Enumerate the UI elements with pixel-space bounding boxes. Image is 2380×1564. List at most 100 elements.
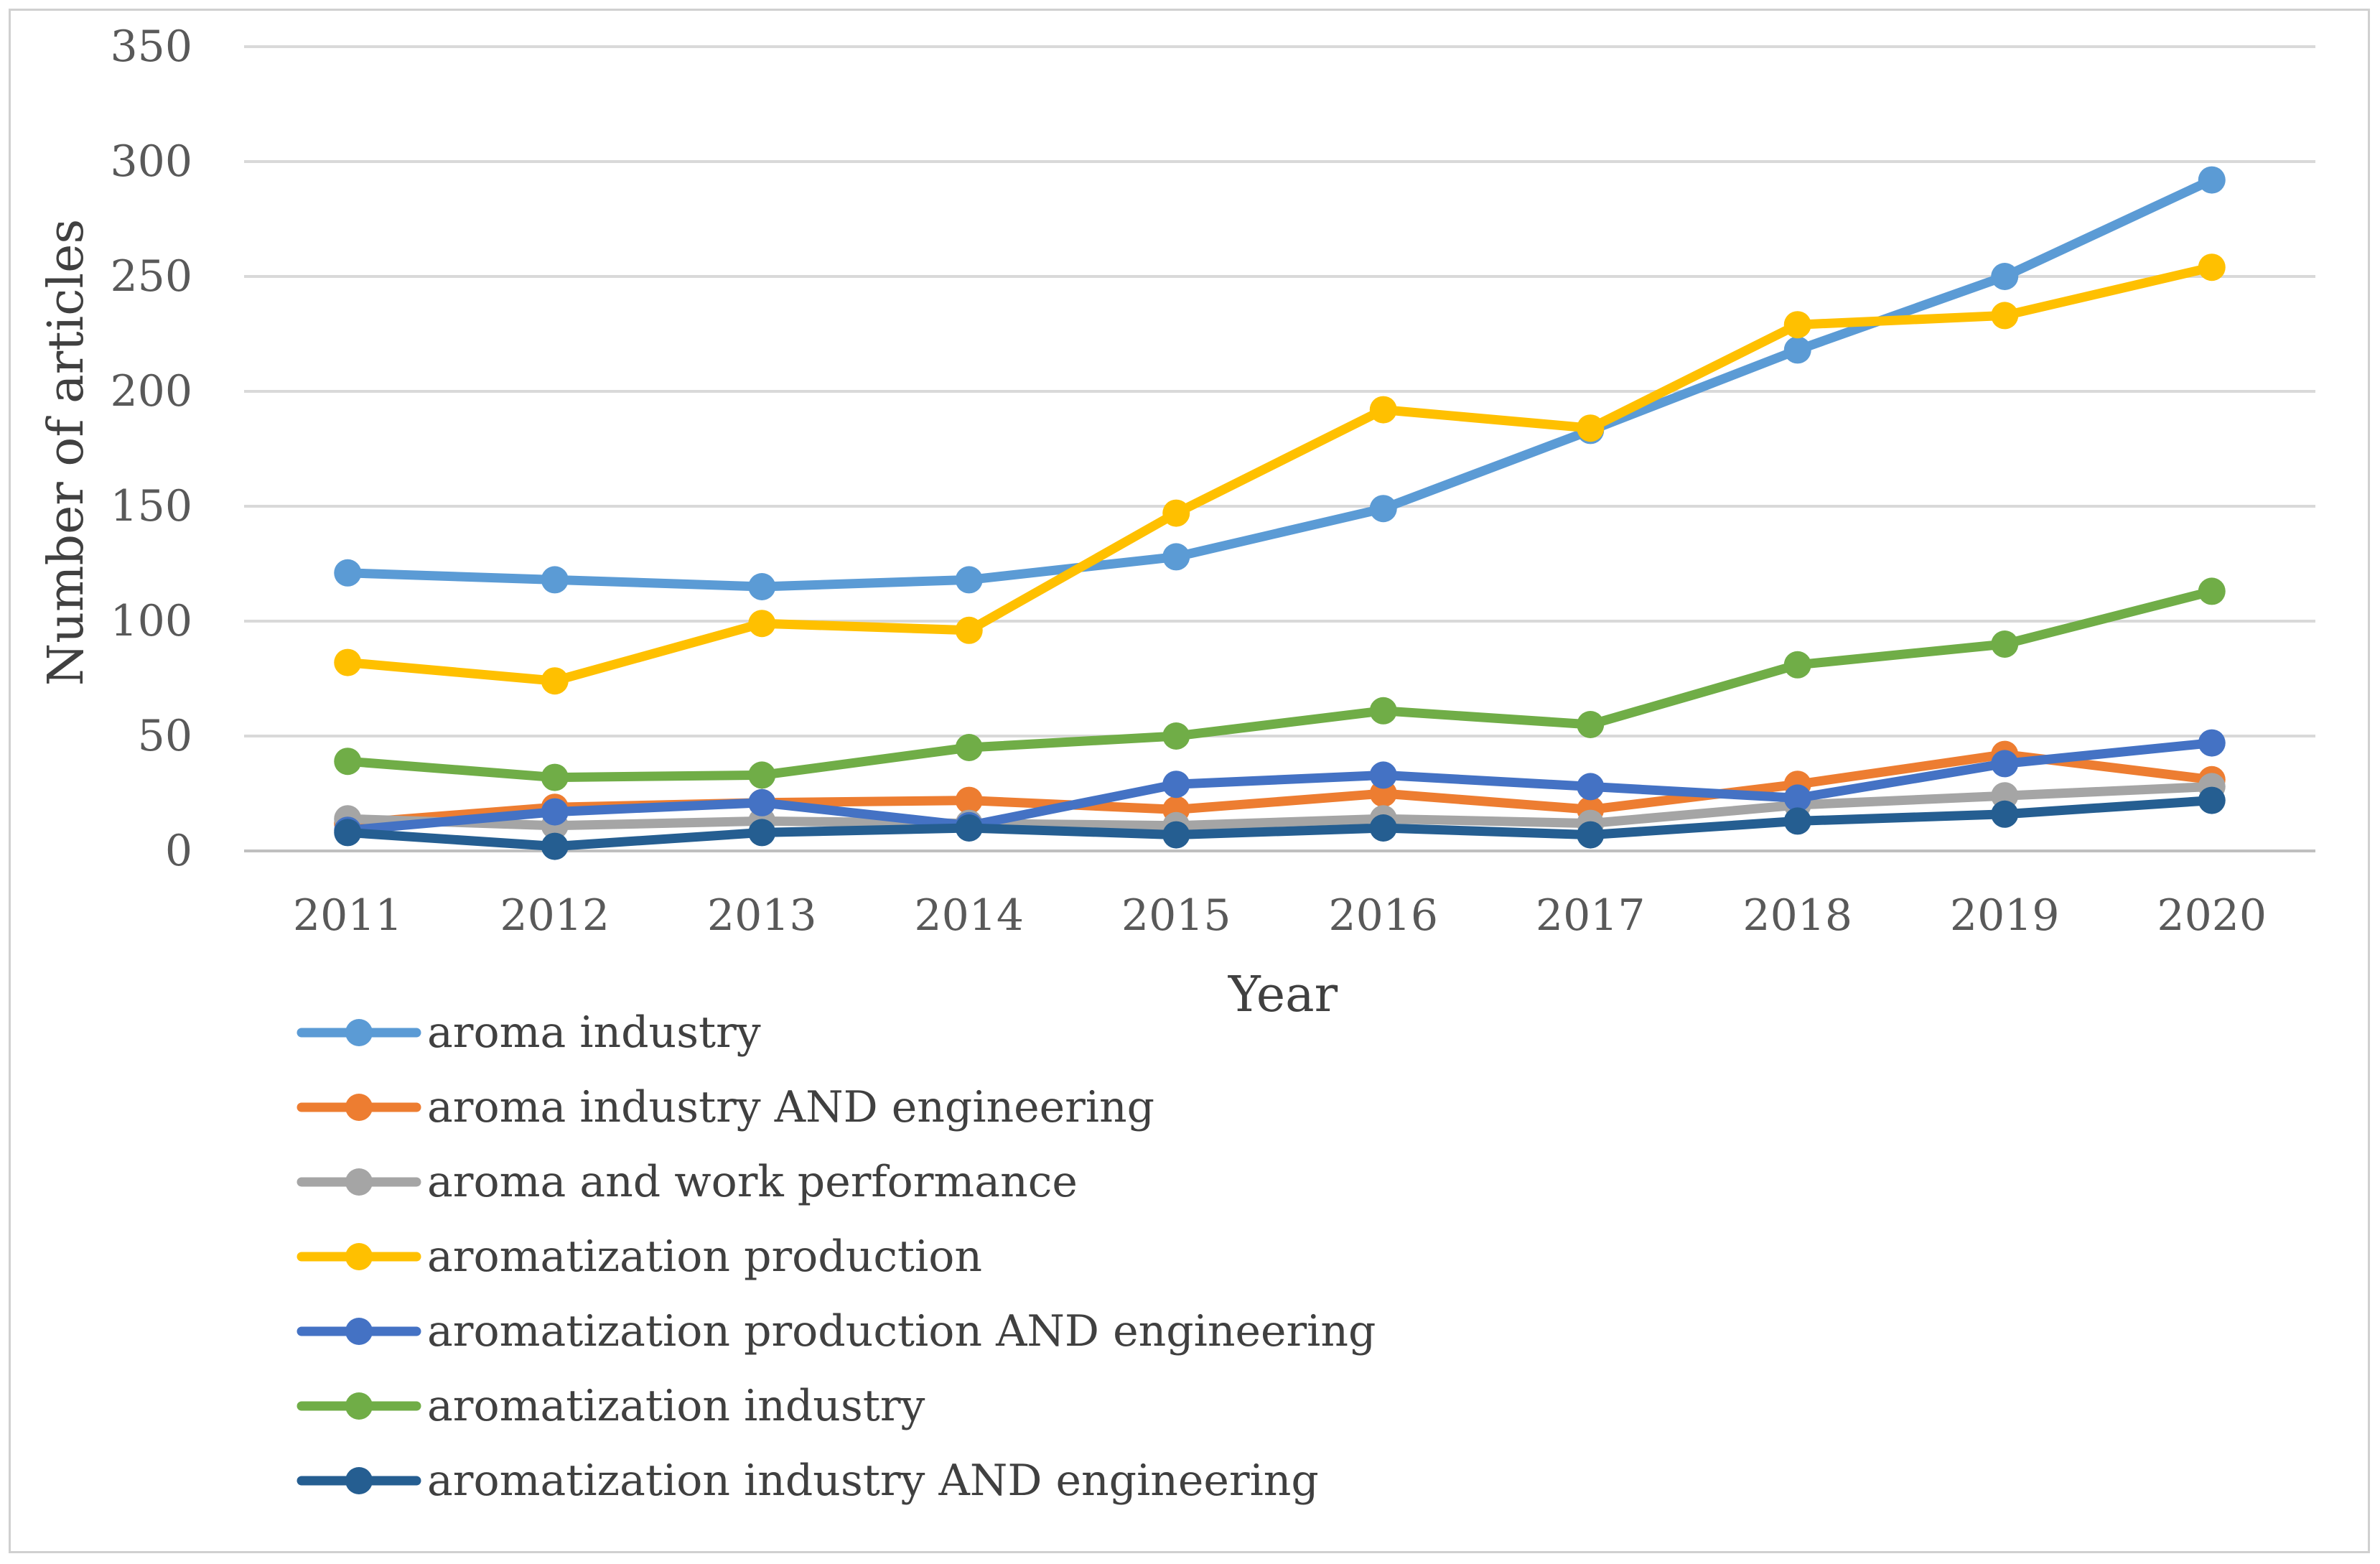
legend-label: aroma and work performance [427,1157,1078,1207]
x-tick-label: 2015 [1121,890,1231,941]
legend-item: aroma industry AND engineering [297,1082,1154,1132]
data-point [334,748,362,776]
y-axis-title: Number of articles [38,219,95,686]
legend-swatch-marker [345,1168,373,1196]
data-point [1991,263,2019,290]
series-4 [334,253,2226,695]
data-point [1369,697,1397,725]
y-tick-label: 200 [110,366,192,416]
x-tick-label: 2013 [707,890,817,941]
data-point [1991,800,2019,828]
y-tick-label: 350 [110,22,192,72]
data-point [748,610,776,638]
data-point [748,788,776,816]
data-point [1783,807,1811,835]
data-point [1162,771,1190,799]
data-point [2198,786,2226,814]
legend-swatch-marker [345,1467,373,1494]
x-tick-label: 2020 [2157,890,2267,941]
data-point [1369,761,1397,789]
series-line [342,738,2217,835]
legend-swatch-marker [345,1019,373,1046]
data-point [2198,253,2226,281]
legend-item: aromatization production [297,1232,982,1282]
legend-label: aroma industry [427,1007,761,1058]
legend-swatch-marker [345,1318,373,1345]
data-point [2198,577,2226,605]
data-point [1577,773,1605,801]
data-point [334,648,362,676]
data-point [955,734,983,761]
data-point [334,819,362,847]
y-tick-label: 0 [165,826,192,876]
data-point [955,566,983,594]
data-point [1577,711,1605,738]
x-tick-label: 2012 [500,890,610,941]
data-point [541,667,569,695]
legend-item: aromatization production AND engineering [297,1306,1376,1356]
x-axis-title: Year [1228,967,1338,1023]
series-line [342,796,2217,852]
x-axis-ticks: 2011 2012 2013 2014 2015 2016 2017 2018 2019 2020 [293,890,2267,941]
data-point [334,559,362,587]
data-point [1991,750,2019,778]
series-line [342,781,2217,831]
legend-item: aromatization industry [297,1381,925,1431]
legend-label: aroma industry AND engineering [427,1082,1154,1132]
x-tick-label: 2014 [914,890,1024,941]
y-tick-label: 150 [110,481,192,531]
legend-label: aromatization production [427,1232,982,1282]
legend: aroma industry aroma industry AND enginee… [297,1007,1376,1506]
data-point [748,819,776,847]
data-point [541,566,569,594]
y-tick-label: 300 [110,136,192,187]
data-point [955,814,983,842]
data-point [1162,722,1190,750]
legend-item: aromatization industry AND engineering [297,1456,1319,1506]
data-point [1369,814,1397,842]
data-point [541,798,569,826]
data-point [955,616,983,644]
gridlines [244,45,2315,852]
data-point [955,786,983,814]
legend-item: aroma and work performance [297,1157,1078,1207]
data-point [1162,543,1190,571]
y-tick-label: 250 [110,251,192,302]
data-point [2198,166,2226,194]
legend-label: aromatization production AND engineering [427,1306,1376,1356]
data-point [748,761,776,789]
data-point [541,763,569,791]
data-point [1783,651,1811,679]
data-point [541,832,569,860]
data-point [1783,336,1811,364]
x-tick-label: 2019 [1950,890,2060,941]
data-point [2198,729,2226,757]
series-line [342,262,2217,686]
legend-swatch-marker [345,1094,373,1121]
x-tick-label: 2017 [1536,890,1646,941]
legend-label: aromatization industry AND engineering [427,1456,1319,1506]
series-6 [334,577,2226,791]
data-point [1783,311,1811,339]
series-1 [334,166,2226,600]
legend-swatch-marker [345,1243,373,1270]
data-point [1577,414,1605,442]
x-tick-label: 2011 [293,890,403,941]
series-line [342,175,2217,592]
legend-item: aroma industry [297,1007,761,1058]
x-tick-label: 2016 [1328,890,1438,941]
data-point [1577,821,1605,849]
data-point [1991,630,2019,658]
y-tick-label: 100 [110,596,192,646]
x-tick-label: 2018 [1742,890,1852,941]
legend-swatch-marker [345,1392,373,1420]
series-line [342,586,2217,783]
data-point [1991,302,2019,330]
legend-label: aromatization industry [427,1381,925,1431]
data-point [1783,784,1811,812]
data-point [1162,821,1190,849]
y-tick-label: 50 [138,711,192,761]
data-point [1162,499,1190,527]
series-7 [334,786,2226,860]
